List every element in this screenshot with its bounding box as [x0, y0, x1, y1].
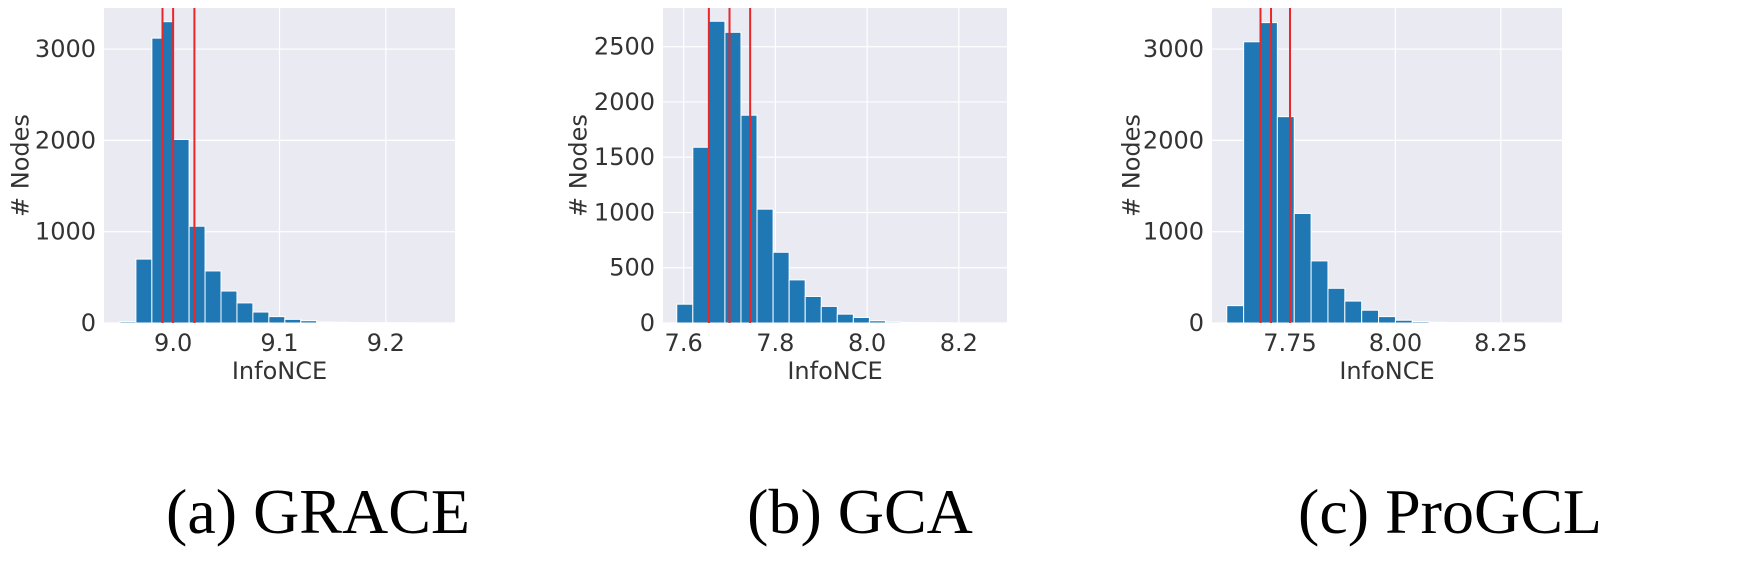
gca-bar-12 — [868, 320, 886, 324]
gca-bar-3 — [724, 31, 742, 324]
progcl-bar-12 — [1428, 321, 1447, 324]
grace-bar-13 — [316, 321, 334, 324]
histogram-grace: 9.0 9.1 9.2 0 1000 2000 3000 InfoNCE # Nodes — [0, 0, 560, 420]
gca-xtick-label-3: 8.2 — [940, 329, 978, 357]
caption-progcl: (c) ProGCL — [1298, 476, 1602, 547]
gca-xtick-label-2: 8.0 — [848, 329, 886, 357]
grace-bar-3 — [162, 21, 174, 324]
gca-ytick-label-0: 0 — [640, 309, 655, 337]
grace-xtick-label-0: 9.0 — [154, 329, 192, 357]
gca-bar-4 — [740, 114, 758, 324]
progcl-ylabel: # Nodes — [1120, 114, 1145, 217]
progcl-ytick-label-1: 1000 — [1143, 218, 1204, 246]
progcl-bar-1 — [1243, 41, 1261, 324]
grace-xtick-label-1: 9.1 — [260, 329, 298, 357]
progcl-bar-7 — [1344, 300, 1363, 324]
caption-grace: (a) GRACE — [166, 476, 470, 547]
grace-bar-7 — [220, 290, 238, 324]
grace-bar-6 — [204, 270, 222, 324]
grace-bar-9 — [252, 311, 270, 324]
gca-bar-11 — [852, 316, 870, 324]
gca-bar-6 — [772, 251, 790, 324]
progcl-bar-2 — [1259, 22, 1278, 324]
gca-ytick-label-2: 1000 — [594, 198, 655, 226]
gca-ytick-label-5: 2500 — [594, 33, 655, 61]
progcl-bar-3 — [1276, 116, 1295, 324]
grace-bar-10 — [268, 316, 286, 324]
gca-bar-14 — [901, 321, 919, 324]
gca-bar-9 — [820, 305, 838, 324]
grace-bar-14 — [332, 321, 350, 324]
progcl-ytick-label-0: 0 — [1189, 309, 1204, 337]
progcl-bar-5 — [1310, 260, 1329, 324]
progcl-bar-10 — [1394, 319, 1413, 324]
histogram-progcl-svg: 7.75 8.00 8.25 0 1000 2000 3000 InfoNCE # Nodes — [1120, 8, 1562, 385]
gca-bar-10 — [836, 313, 854, 324]
progcl-xtick-label-0: 7.75 — [1263, 329, 1316, 357]
gca-xlabel: InfoNCE — [787, 357, 882, 385]
progcl-xtick-label-1: 8.00 — [1369, 329, 1422, 357]
grace-bar-5 — [188, 225, 206, 324]
histogram-gca-svg: 7.6 7.8 8.0 8.2 0 500 1000 1500 2000 2500 InfoNCE #… — [564, 8, 1007, 385]
grace-bar-12 — [300, 320, 318, 324]
grace-bar-8 — [236, 302, 254, 324]
caption-gca: (b) GCA — [747, 476, 973, 547]
gca-bar-2 — [708, 20, 726, 324]
grace-ytick-label-2: 2000 — [35, 126, 96, 154]
progcl-bar-8 — [1361, 309, 1380, 324]
gca-ytick-label-4: 2000 — [594, 88, 655, 116]
gca-bar-8 — [804, 295, 822, 324]
progcl-ytick-label-2: 2000 — [1143, 126, 1204, 154]
progcl-bar-6 — [1327, 287, 1346, 324]
grace-bar-4 — [172, 138, 190, 324]
progcl-bar-9 — [1378, 316, 1396, 324]
grace-ytick-label-1: 1000 — [35, 218, 96, 246]
gca-ytick-label-3: 1500 — [594, 143, 655, 171]
histogram-progcl: 7.75 8.00 8.25 0 1000 2000 3000 InfoNCE # Nodes — [1120, 0, 1680, 420]
grace-ylabel: # Nodes — [6, 114, 34, 217]
gca-xtick-label-0: 7.6 — [665, 329, 703, 357]
gca-bar-7 — [788, 279, 806, 324]
progcl-bar-4 — [1293, 212, 1312, 324]
grace-bar-0 — [119, 321, 137, 324]
gca-bar-1 — [692, 146, 710, 324]
grace-bar-2 — [151, 37, 163, 324]
progcl-xtick-label-2: 8.25 — [1474, 329, 1527, 357]
histogram-gca: 7.6 7.8 8.0 8.2 0 500 1000 1500 2000 2500 InfoNCE #… — [560, 0, 1120, 420]
progcl-xlabel: InfoNCE — [1339, 357, 1434, 385]
gca-ytick-label-1: 500 — [609, 254, 655, 282]
gca-bar-5 — [756, 208, 774, 324]
grace-ytick-label-3: 3000 — [35, 35, 96, 63]
grace-ytick-label-0: 0 — [81, 309, 96, 337]
gca-bar-0 — [676, 303, 694, 324]
grace-xtick-label-2: 9.2 — [367, 329, 405, 357]
gca-ylabel: # Nodes — [564, 114, 592, 217]
gca-bar-13 — [884, 321, 903, 324]
progcl-bar-11 — [1411, 321, 1430, 324]
progcl-ytick-label-3: 3000 — [1143, 35, 1204, 63]
grace-bar-1 — [135, 258, 153, 324]
grace-xlabel: InfoNCE — [232, 357, 327, 385]
progcl-bar-0 — [1226, 305, 1245, 324]
gca-xtick-label-1: 7.8 — [756, 329, 794, 357]
histogram-grace-svg: 9.0 9.1 9.2 0 1000 2000 3000 InfoNCE # Nodes — [6, 8, 455, 385]
grace-bar-11 — [284, 318, 302, 324]
